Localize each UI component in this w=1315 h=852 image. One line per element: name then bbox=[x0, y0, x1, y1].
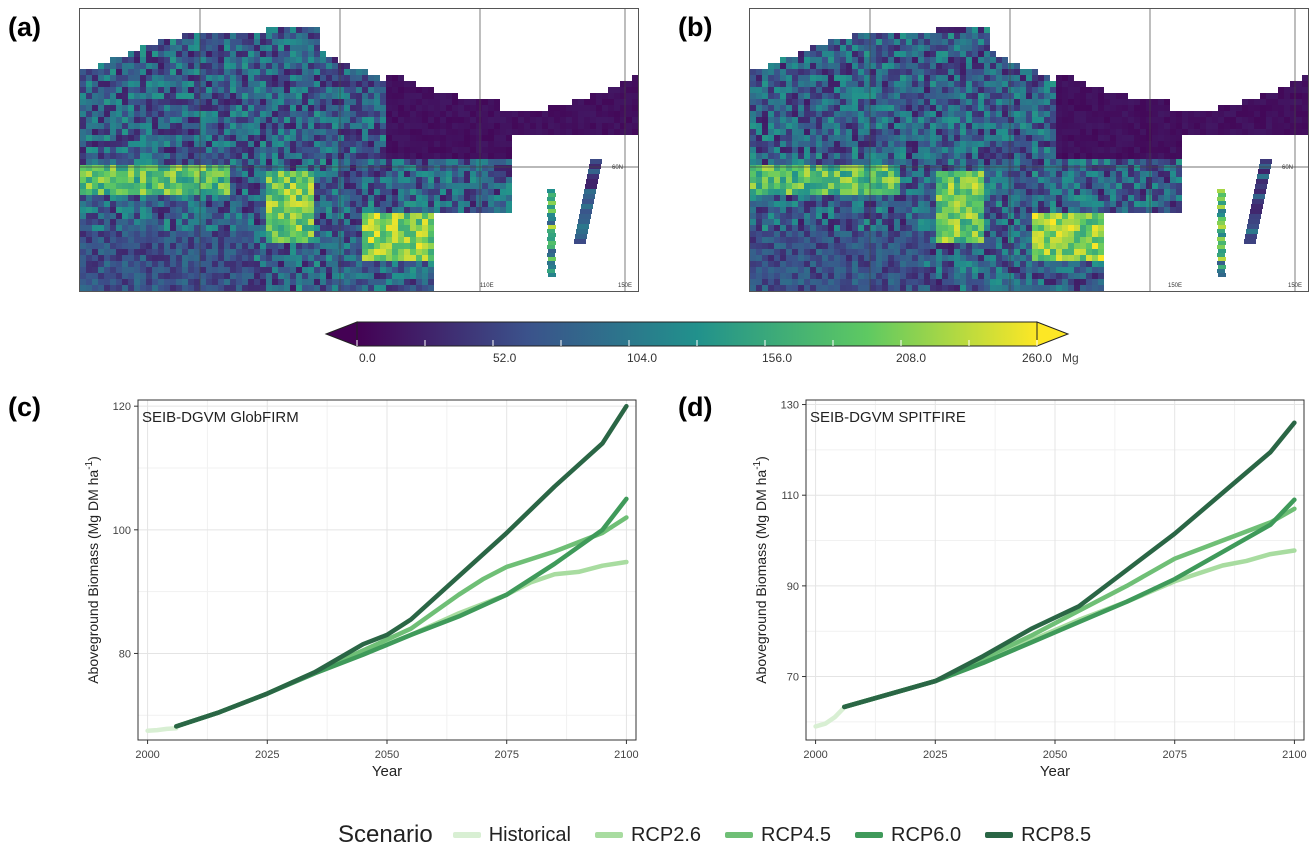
chart-c-xtick-2: 2050 bbox=[375, 749, 399, 761]
chart-d-xtick-1: 2025 bbox=[923, 749, 947, 761]
chart-c-ytick-2: 120 bbox=[113, 401, 131, 413]
chart-d-series-rcp26 bbox=[844, 551, 1294, 707]
legend-label-rcp26: RCP2.6 bbox=[631, 824, 701, 847]
colorbar-max-extend bbox=[1037, 322, 1068, 346]
colorbar-tick-2: 104.0 bbox=[627, 351, 657, 365]
colorbar-tick-1: 52.0 bbox=[493, 351, 517, 365]
chart-d-xtick-4: 2100 bbox=[1282, 749, 1306, 761]
panel-label-b: (b) bbox=[678, 12, 712, 43]
chart-c-series-rcp60 bbox=[176, 499, 626, 727]
chart-c-series-rcp45 bbox=[176, 518, 626, 727]
chart-c-xtick-1: 2025 bbox=[255, 749, 279, 761]
chart-c-series-rcp85 bbox=[176, 406, 626, 726]
chart-c-xtick-0: 2000 bbox=[135, 749, 159, 761]
colorbar-tick-5: 260.0 bbox=[1022, 351, 1052, 365]
chart-d-series-historical bbox=[816, 707, 845, 726]
chart-d-ytick-0: 70 bbox=[787, 672, 799, 684]
colorbar-min-extend bbox=[326, 322, 357, 346]
chart-d-ytick-3: 130 bbox=[781, 400, 799, 412]
biomass-map-a: 60N 110E 150E bbox=[79, 8, 639, 292]
chart-c-ytick-1: 100 bbox=[113, 525, 131, 537]
chart-d: 2000 2025 2050 2075 2100 70 90 110 130 SEIB-DGVM … bbox=[752, 388, 1312, 780]
legend-swatch-historical bbox=[453, 832, 481, 838]
chart-d-xlabel: Year bbox=[1040, 763, 1070, 780]
chart-c-xlabel: Year bbox=[372, 763, 402, 780]
legend: Scenario Historical RCP2.6 RCP4.5 RCP6.0… bbox=[338, 818, 1101, 852]
chart-d-ylabel: Aboveground Biomass (Mg DM ha-1) bbox=[752, 456, 769, 684]
chart-d-xtick-0: 2000 bbox=[803, 749, 827, 761]
chart-c-xtick-4: 2100 bbox=[614, 749, 638, 761]
map-a-lat-label: 60N bbox=[612, 165, 623, 171]
legend-item-rcp26: RCP2.6 bbox=[595, 824, 701, 847]
colorbar-tick-4: 208.0 bbox=[896, 351, 926, 365]
legend-swatch-rcp85 bbox=[985, 832, 1013, 838]
chart-c-series-historical bbox=[148, 728, 177, 730]
map-b-lat-label: 60N bbox=[1282, 165, 1293, 171]
chart-d-series-rcp60 bbox=[844, 500, 1294, 707]
panel-label-d: (d) bbox=[678, 392, 712, 423]
legend-swatch-rcp26 bbox=[595, 832, 623, 838]
legend-swatch-rcp60 bbox=[855, 832, 883, 838]
legend-item-rcp45: RCP4.5 bbox=[725, 824, 831, 847]
colorbar-tick-3: 156.0 bbox=[762, 351, 792, 365]
chart-c-ytick-0: 80 bbox=[119, 648, 131, 660]
map-a-lon-label-2: 150E bbox=[618, 283, 632, 289]
legend-item-rcp85: RCP8.5 bbox=[985, 824, 1091, 847]
chart-c-ylabel: Aboveground Biomass (Mg DM ha-1) bbox=[84, 456, 101, 684]
colorbar: 0.0 52.0 104.0 156.0 208.0 260.0 Mg DM h… bbox=[322, 318, 1082, 368]
legend-label-rcp85: RCP8.5 bbox=[1021, 824, 1091, 847]
legend-label-historical: Historical bbox=[489, 824, 571, 847]
legend-label-rcp45: RCP4.5 bbox=[761, 824, 831, 847]
chart-d-ytick-1: 90 bbox=[787, 581, 799, 593]
legend-swatch-rcp45 bbox=[725, 832, 753, 838]
colorbar-tick-0: 0.0 bbox=[359, 351, 376, 365]
chart-d-series-rcp45 bbox=[844, 509, 1294, 707]
colorbar-unit: Mg DM ha-1 bbox=[1062, 350, 1082, 365]
chart-c: 2000 2025 2050 2075 2100 80 100 120 SEIB-DGVM Gl… bbox=[84, 388, 644, 780]
legend-label-rcp60: RCP6.0 bbox=[891, 824, 961, 847]
map-b-lon-label-1: 150E bbox=[1168, 283, 1182, 289]
chart-d-ytick-2: 110 bbox=[781, 490, 799, 502]
legend-item-rcp60: RCP6.0 bbox=[855, 824, 961, 847]
chart-d-title: SEIB-DGVM SPITFIRE bbox=[810, 409, 966, 426]
chart-d-xtick-3: 2075 bbox=[1162, 749, 1186, 761]
chart-c-title: SEIB-DGVM GlobFIRM bbox=[142, 409, 299, 426]
map-a-lon-label-1: 110E bbox=[480, 283, 494, 289]
chart-c-xtick-3: 2075 bbox=[494, 749, 518, 761]
panel-label-c: (c) bbox=[8, 392, 41, 423]
panel-label-a: (a) bbox=[8, 12, 41, 43]
chart-d-xtick-2: 2050 bbox=[1043, 749, 1067, 761]
biomass-map-b: 60N 150E 150E bbox=[749, 8, 1309, 292]
map-b-lon-label-2: 150E bbox=[1288, 283, 1302, 289]
legend-item-historical: Historical bbox=[453, 824, 571, 847]
legend-title: Scenario bbox=[338, 821, 433, 849]
